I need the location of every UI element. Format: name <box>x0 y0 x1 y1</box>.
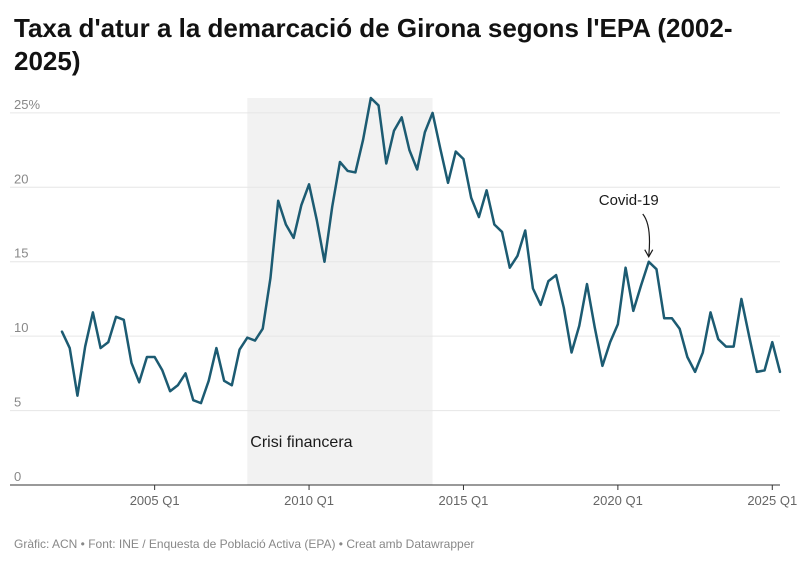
annotation-arrow <box>642 213 651 256</box>
series-layer <box>60 96 782 405</box>
x-tick-label: 2020 Q1 <box>593 493 643 508</box>
y-tick-label: 15 <box>14 246 28 261</box>
y-tick-label: 25% <box>14 97 40 112</box>
x-tick-label: 2010 Q1 <box>284 493 334 508</box>
x-tick-label: 2015 Q1 <box>439 493 489 508</box>
x-tick-label: 2025 Q1 <box>747 493 797 508</box>
chart-footer: Gràfic: ACN • Font: INE / Enquesta de Po… <box>14 537 475 551</box>
y-tick-label: 20 <box>14 171 28 186</box>
shaded-period-label: Crisi financera <box>250 434 352 451</box>
y-tick-label: 10 <box>14 320 28 335</box>
y-tick-label: 5 <box>14 395 21 410</box>
series-line <box>60 96 782 405</box>
y-tick-label: 0 <box>14 469 21 484</box>
chart-title: Taxa d'atur a la demarcació de Girona se… <box>14 13 733 76</box>
y-tick-labels: 0 5 10 15 20 25% <box>14 97 40 484</box>
shaded-period <box>247 98 433 485</box>
grid-layer <box>10 112 780 486</box>
annotation-label: Covid-19 <box>599 192 659 209</box>
shaded-period-layer: Crisi financera <box>247 98 433 485</box>
annotation-arrowhead <box>644 249 654 258</box>
annotation-layer: Covid-19 <box>599 192 659 258</box>
x-tick-labels: 2005 Q1 2010 Q1 2015 Q1 2020 Q1 2025 Q1 <box>130 485 797 508</box>
x-tick-label: 2005 Q1 <box>130 493 180 508</box>
